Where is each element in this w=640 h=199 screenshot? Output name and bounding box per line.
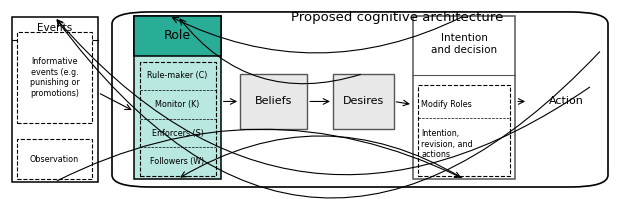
- FancyBboxPatch shape: [134, 16, 221, 56]
- Text: Modify Roles: Modify Roles: [421, 100, 472, 109]
- Text: Rule-maker (C): Rule-maker (C): [147, 71, 208, 80]
- FancyBboxPatch shape: [240, 74, 307, 129]
- Text: Monitor (K): Monitor (K): [156, 100, 200, 109]
- Text: Proposed cognitive architecture: Proposed cognitive architecture: [291, 11, 503, 24]
- FancyBboxPatch shape: [17, 139, 92, 179]
- FancyBboxPatch shape: [112, 12, 608, 187]
- Text: Intention
and decision: Intention and decision: [431, 33, 497, 55]
- Text: Observation: Observation: [30, 155, 79, 164]
- FancyBboxPatch shape: [333, 74, 394, 129]
- Text: Desires: Desires: [342, 97, 384, 106]
- Text: Intention,
revision, and
actions: Intention, revision, and actions: [421, 129, 473, 159]
- FancyBboxPatch shape: [418, 85, 510, 176]
- Text: Beliefs: Beliefs: [255, 97, 292, 106]
- Text: Enforcers (S): Enforcers (S): [152, 129, 204, 138]
- FancyBboxPatch shape: [140, 62, 216, 176]
- FancyBboxPatch shape: [134, 16, 221, 179]
- Text: Role: Role: [164, 29, 191, 42]
- Text: Action: Action: [549, 97, 584, 106]
- FancyBboxPatch shape: [12, 17, 98, 182]
- Text: Informative
events (e.g.
punishing or
promotions): Informative events (e.g. punishing or pr…: [29, 58, 79, 98]
- FancyBboxPatch shape: [17, 32, 92, 123]
- FancyBboxPatch shape: [413, 16, 515, 179]
- Text: Events: Events: [37, 23, 72, 33]
- Text: Followers (W): Followers (W): [150, 157, 205, 166]
